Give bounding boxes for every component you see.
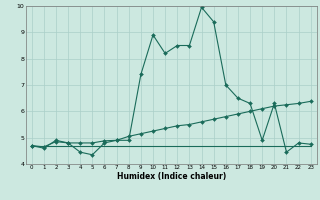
X-axis label: Humidex (Indice chaleur): Humidex (Indice chaleur): [116, 172, 226, 181]
